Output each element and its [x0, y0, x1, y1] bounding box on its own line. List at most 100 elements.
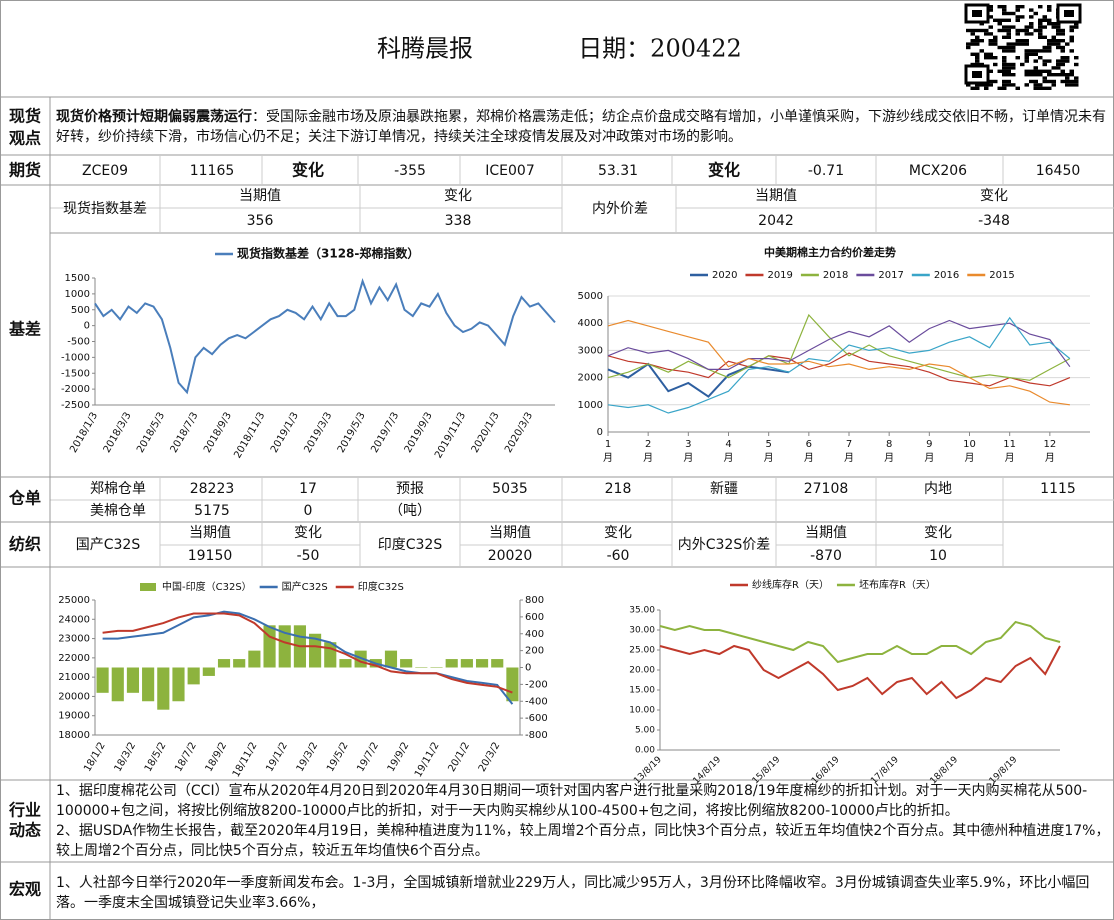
- qr-cell: [988, 25, 993, 29]
- qr-cell: [1056, 62, 1061, 67]
- qr-cell: [1060, 49, 1065, 53]
- qr-cell: [1047, 42, 1052, 46]
- qr-cell: [975, 42, 980, 46]
- qr-cell: [1069, 79, 1074, 84]
- qr-cell: [1002, 35, 1007, 39]
- cell-text: 338: [445, 213, 472, 229]
- warehouse-cell: 5035: [492, 481, 528, 497]
- qr-cell: [1051, 79, 1056, 84]
- qr-cell: [1056, 42, 1061, 46]
- qr-cell: [1006, 11, 1011, 16]
- qr-cell: [1056, 66, 1061, 70]
- y-tick-label: 0: [597, 427, 603, 438]
- legend-label: 2020: [712, 270, 737, 281]
- qr-cell: [1002, 83, 1007, 87]
- qr-cell: [1011, 45, 1016, 50]
- qr-cell: [1042, 49, 1047, 53]
- qr-cell: [1002, 8, 1007, 12]
- bar: [445, 659, 458, 668]
- section-label: 仓单: [8, 489, 41, 508]
- qr-cell: [1051, 83, 1056, 87]
- qr-cell: [1011, 11, 1016, 16]
- bar: [202, 667, 215, 676]
- qr-cell: [1006, 79, 1011, 84]
- qr-cell: [1033, 86, 1038, 90]
- qr-cell: [1033, 66, 1038, 70]
- x-tick-unit: 月: [844, 452, 854, 464]
- basis-label: 现货指数基差: [63, 200, 147, 217]
- qr-cell: [1015, 56, 1020, 60]
- x-tick-unit: 月: [884, 452, 894, 464]
- cell-text: 2042: [758, 213, 794, 229]
- qr-cell: [966, 83, 971, 87]
- bar: [339, 659, 352, 668]
- qr-cell: [1015, 28, 1020, 33]
- line: [607, 316, 1071, 414]
- qr-finder-dot: [972, 10, 982, 17]
- qr-cell: [1042, 15, 1047, 19]
- qr-cell: [1060, 45, 1065, 50]
- textile-head: 当期值: [805, 525, 847, 541]
- chart-title: 中美期棉主力合约价差走势: [764, 245, 896, 259]
- qr-cell: [988, 42, 993, 46]
- qr-cell: [1056, 45, 1061, 50]
- qr-cell: [1029, 8, 1034, 12]
- view-body: ：受国际金融市场及原油暴跌拖累，郑棉价格震荡走低；纺企点价盘成交略有增加，小单谨…: [56, 109, 1106, 145]
- qr-cell: [1065, 79, 1070, 84]
- qr-cell: [1011, 66, 1016, 70]
- qr-cell: [1047, 18, 1052, 22]
- qr-cell: [966, 42, 971, 46]
- y-tick-label: 22000: [58, 653, 90, 664]
- qr-cell: [1038, 28, 1043, 33]
- qr-cell: [1038, 22, 1043, 26]
- qr-cell: [1065, 42, 1070, 46]
- qr-cell: [1029, 69, 1034, 73]
- qr-cell: [1002, 49, 1007, 53]
- qr-cell: [966, 45, 971, 50]
- qr-cell: [1038, 73, 1043, 77]
- x-tick-label: 2: [645, 439, 651, 450]
- qr-cell: [997, 69, 1002, 73]
- futures-cell: 53.31: [598, 163, 638, 179]
- qr-cell: [1033, 28, 1038, 33]
- x-tick-label: 4: [725, 439, 731, 450]
- qr-cell: [975, 52, 980, 56]
- qr-cell: [1038, 86, 1043, 90]
- qr-cell: [1002, 11, 1007, 16]
- cell-text: 变化: [980, 188, 1008, 204]
- qr-cell: [1015, 18, 1020, 22]
- x-tick-label: 19/3/2: [295, 741, 321, 774]
- bar: [430, 667, 443, 668]
- qr-cell: [1033, 83, 1038, 87]
- qr-cell: [997, 28, 1002, 33]
- x-tick-label: 11: [1003, 439, 1016, 450]
- y-tick-label: -1500: [61, 368, 90, 379]
- qr-cell: [988, 5, 993, 9]
- bar: [172, 667, 185, 702]
- qr-cell: [1038, 56, 1043, 60]
- qr-cell: [1002, 86, 1007, 90]
- y-tick-label: 1500: [65, 273, 90, 284]
- bar: [187, 667, 200, 685]
- y-tick-label: 20000: [58, 691, 90, 702]
- qr-cell: [1006, 45, 1011, 50]
- qr-cell: [1020, 5, 1025, 9]
- qr-cell: [1006, 49, 1011, 53]
- textile-head: 印度C32S: [378, 537, 443, 553]
- bar: [233, 659, 246, 668]
- qr-cell: [1047, 22, 1052, 26]
- qr-cell: [1074, 22, 1079, 26]
- y-tick-label: 25000: [58, 595, 90, 606]
- qr-cell: [1002, 59, 1007, 63]
- qr-cell: [975, 28, 980, 33]
- legend-label: 现货指数基差（3128-郑棉指数）: [237, 246, 419, 261]
- qr-cell: [1024, 56, 1029, 60]
- x-tick-label: 18/11/2: [231, 741, 260, 780]
- x-tick-label: 19/11/2: [413, 741, 442, 780]
- qr-cell: [1051, 22, 1056, 26]
- qr-cell: [1029, 49, 1034, 53]
- qr-cell: [1011, 73, 1016, 77]
- report-date: 日期：200422: [578, 35, 742, 63]
- qr-cell: [1033, 79, 1038, 84]
- qr-cell: [1060, 56, 1065, 60]
